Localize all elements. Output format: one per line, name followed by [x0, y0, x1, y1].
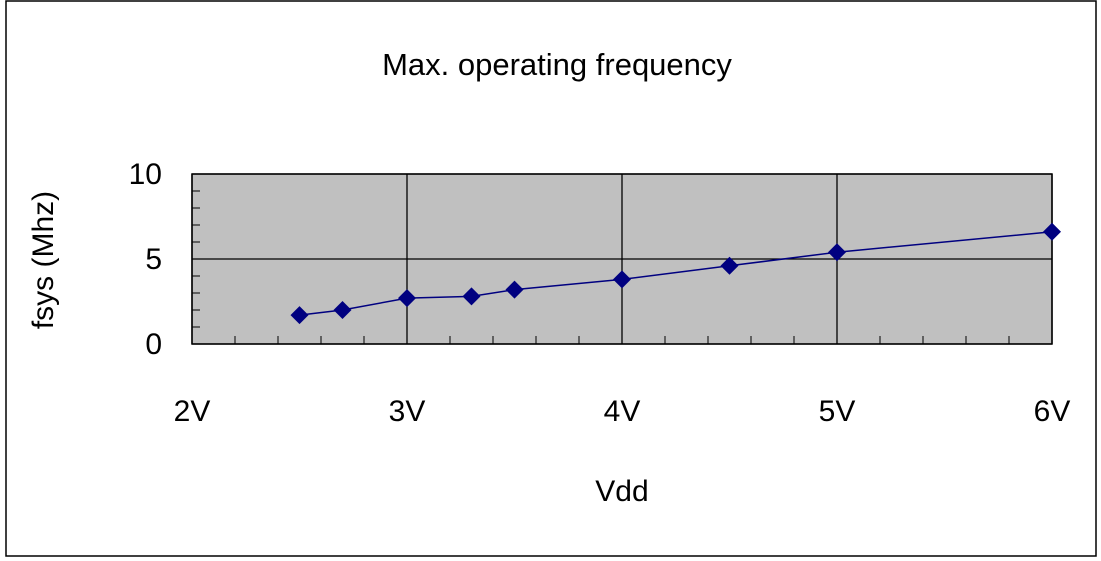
marker [333, 301, 352, 319]
x-tick-label: 4V [604, 395, 641, 428]
x-axis-label: Vdd [595, 475, 648, 508]
marker [1043, 222, 1061, 241]
x-tick-label: 6V [1034, 395, 1071, 428]
marker [720, 256, 739, 275]
y-tick-label: 0 [145, 328, 162, 361]
y-tick-label: 10 [129, 158, 162, 191]
marker [398, 289, 416, 308]
x-tick-label: 2V [174, 395, 211, 428]
marker [462, 287, 481, 306]
marker [613, 270, 631, 289]
chart-title: Max. operating frequency [382, 47, 732, 82]
marker [290, 306, 309, 325]
y-tick-label: 5 [145, 243, 162, 276]
marker [828, 243, 846, 262]
y-axis-label: fsys (Mhz) [27, 191, 60, 329]
x-tick-label: 3V [389, 395, 426, 428]
plot-border [191, 173, 1053, 345]
x-tick-label: 5V [819, 395, 856, 428]
marker [505, 280, 524, 299]
